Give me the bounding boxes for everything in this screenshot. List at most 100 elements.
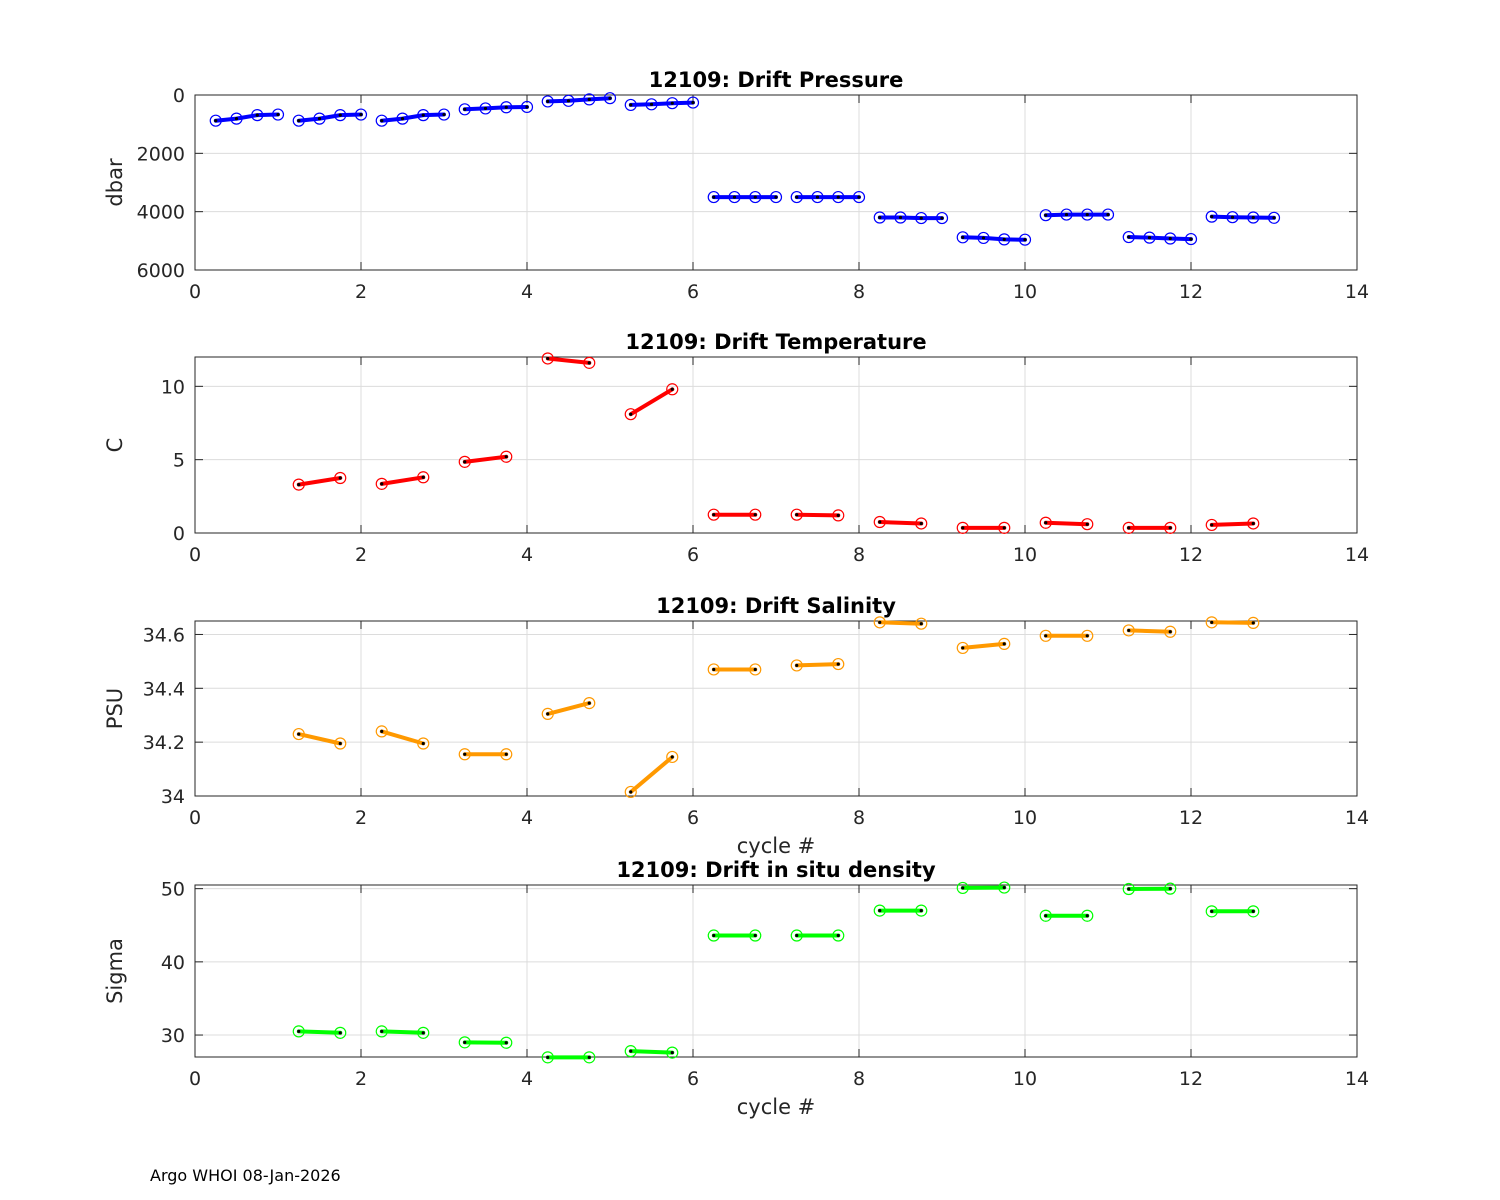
pressure-data-point-dot: [214, 119, 218, 123]
temperature-data-point-dot: [795, 513, 799, 517]
salinity-data-point: [707, 663, 720, 676]
pressure-plot-area: [195, 95, 1357, 270]
pressure-data-point-dot: [1023, 238, 1027, 242]
pressure-data-point-dot: [649, 102, 654, 106]
density-data-point: [749, 929, 762, 942]
salinity-title: 12109: Drift Salinity: [656, 594, 896, 618]
pressure-series-line-2: [296, 112, 363, 123]
salinity-data-point-dot: [961, 646, 965, 650]
density-data-point-dot: [1251, 909, 1255, 913]
salinity-data-point: [956, 641, 969, 655]
salinity-data-point: [749, 663, 762, 676]
density-data-point-dot: [1085, 914, 1089, 918]
pressure-data-point: [458, 103, 471, 116]
pressure-data-point-dot: [317, 117, 322, 121]
temperature-data-point: [1205, 518, 1218, 532]
salinity-data-point-dot: [878, 620, 882, 624]
density-data-point-dot: [380, 1029, 384, 1033]
salinity-data-point-dot: [795, 663, 799, 668]
pressure-x-tick-label: 0: [189, 281, 201, 303]
pressure-axis-frame: [194, 94, 1358, 271]
pressure-data-point-dot: [255, 113, 259, 117]
salinity-y-tick-label: 34.2: [143, 732, 185, 754]
pressure-data-point-dot: [400, 117, 405, 121]
density-data-point: [1205, 905, 1218, 918]
temperature-data-point: [832, 509, 845, 522]
density-data-point: [334, 1026, 347, 1039]
temperature-data-point: [417, 471, 430, 484]
pressure-data-point: [417, 109, 430, 122]
salinity-data-point: [624, 785, 637, 799]
density-data-point: [1164, 882, 1177, 895]
density-data-point: [832, 929, 845, 942]
pressure-data-point: [1247, 211, 1260, 224]
pressure-data-point: [1122, 230, 1135, 244]
pressure-x-tick-label: 4: [521, 281, 533, 303]
pressure-data-point-dot: [981, 236, 986, 240]
temperature-data-point: [1247, 517, 1260, 530]
temperature-y-axis-label: C: [103, 438, 127, 453]
density-series-line-5: [628, 1049, 675, 1055]
density-data-point-dot: [753, 933, 757, 938]
temperature-data-point-dot: [712, 513, 716, 517]
salinity-data-point-dot: [1127, 628, 1131, 633]
salinity-data-point-dot: [1168, 630, 1172, 634]
pressure-data-point: [479, 102, 492, 115]
pressure-data-point: [271, 108, 285, 121]
chart-temperature: 0 2 4 6 8 10 12 14 0 5 10 12109: Drift Temperature C: [103, 330, 1369, 566]
density-data-point-dot: [919, 909, 923, 913]
density-data-point-dot: [1127, 887, 1131, 891]
temperature-y-tick-label: 0: [173, 523, 185, 545]
salinity-y-axis-label: PSU: [103, 688, 127, 729]
temperature-data-point-dot: [1127, 526, 1131, 530]
temperature-data-point-dot: [1168, 526, 1172, 530]
density-data-point: [500, 1036, 513, 1049]
salinity-plot-area: [195, 621, 1357, 796]
pressure-series-line-11: [1043, 212, 1110, 218]
salinity-data-point-dot: [380, 729, 384, 733]
temperature-data-point-dot: [1002, 526, 1006, 530]
pressure-series-line-1: [213, 112, 280, 123]
pressure-data-point: [1101, 208, 1115, 221]
temperature-y-tick-label: 10: [161, 376, 185, 398]
density-y-tick-label: 40: [161, 952, 185, 974]
salinity-data-point: [666, 750, 679, 764]
pressure-data-point-dot: [1272, 216, 1276, 220]
temperature-data-point: [500, 450, 513, 463]
density-title: 12109: Drift in situ density: [616, 858, 936, 882]
density-data-point-dot: [670, 1051, 674, 1055]
pressure-data-point: [562, 94, 575, 107]
density-data-point: [624, 1045, 637, 1058]
pressure-data-point: [251, 109, 264, 122]
temperature-data-point: [292, 478, 305, 491]
pressure-data-point: [541, 95, 554, 108]
salinity-y-tick-label: 34.4: [143, 678, 185, 700]
temperature-data-point-dot: [1085, 522, 1089, 526]
pressure-data-point-dot: [1044, 213, 1048, 217]
temperature-data-point-dot: [629, 412, 633, 416]
pressure-series-line-5: [545, 96, 612, 104]
pressure-data-point-dot: [919, 216, 923, 220]
temperature-data-point: [583, 356, 596, 369]
density-data-point: [873, 904, 886, 917]
temperature-series-line-3: [462, 454, 509, 464]
pressure-data-point-dot: [587, 97, 591, 101]
density-data-point: [707, 929, 720, 942]
density-data-point: [1081, 909, 1094, 922]
pressure-data-point: [520, 100, 534, 114]
salinity-data-point: [1247, 616, 1260, 629]
salinity-x-tick-label: 12: [1179, 807, 1203, 829]
pressure-data-point: [437, 108, 451, 121]
salinity-data-point: [915, 617, 928, 630]
salinity-data-point: [583, 697, 596, 710]
salinity-data-point-dot: [504, 752, 508, 756]
pressure-data-point: [935, 211, 949, 225]
pressure-data-point-dot: [483, 106, 488, 111]
pressure-y-axis-label: dbar: [103, 158, 127, 207]
salinity-x-tick-label: 14: [1345, 807, 1369, 829]
pressure-data-point-dot: [234, 117, 239, 121]
temperature-data-point-dot: [297, 483, 301, 487]
salinity-data-point-dot: [712, 667, 716, 672]
temperature-x-tick-label: 12: [1179, 544, 1203, 566]
